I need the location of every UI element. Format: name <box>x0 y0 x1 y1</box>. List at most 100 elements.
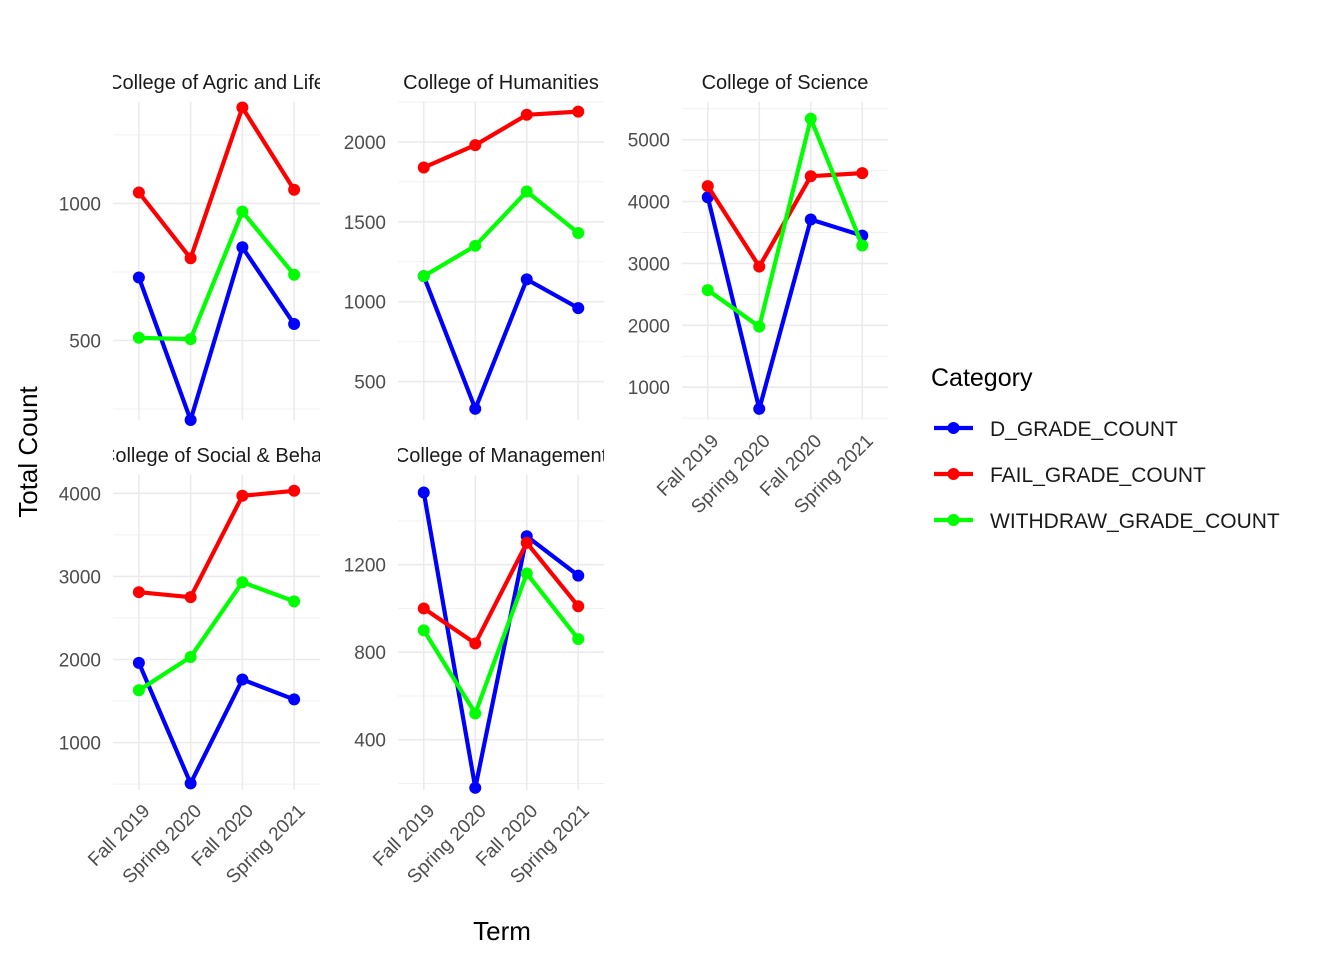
data-point <box>572 633 585 646</box>
series-line <box>706 116 865 329</box>
data-point <box>288 318 301 331</box>
data-point <box>236 673 249 686</box>
legend-label: WITHDRAW_GRADE_COUNT <box>990 510 1280 533</box>
data-point <box>572 105 585 118</box>
data-point <box>184 777 197 790</box>
y-axis-title: Total Count <box>13 385 43 517</box>
facet-panel: College of Agric and Life 500 1000 <box>59 72 325 426</box>
data-point <box>804 112 817 125</box>
data-point <box>572 302 585 315</box>
data-point <box>184 333 197 346</box>
series-line <box>422 109 579 170</box>
y-tick-label: 2000 <box>344 133 386 154</box>
data-point <box>184 414 197 426</box>
data-point <box>469 402 482 415</box>
data-point <box>469 707 482 720</box>
data-point <box>753 320 766 333</box>
data-point <box>417 270 430 283</box>
y-tick-label: 3000 <box>628 254 670 275</box>
series-line <box>138 488 295 600</box>
data-point <box>520 536 533 549</box>
data-point <box>236 241 249 254</box>
y-tick-label: 1000 <box>59 194 101 215</box>
data-point <box>132 656 145 669</box>
series-line <box>422 571 580 716</box>
data-point <box>520 185 533 198</box>
y-tick-label: 4000 <box>59 484 101 505</box>
legend-item: WITHDRAW_GRADE_COUNT <box>934 510 1280 533</box>
data-point <box>132 186 145 199</box>
series-line <box>137 580 295 693</box>
data-point <box>132 271 145 284</box>
data-point <box>804 213 817 226</box>
series-line <box>421 275 580 411</box>
data-point <box>701 284 714 297</box>
legend: Category D_GRADE_COUNT FAIL_GRADE_COUNT WI… <box>931 364 1280 533</box>
data-point <box>520 567 533 580</box>
legend-key-point <box>947 514 960 526</box>
data-point <box>469 781 482 794</box>
legend-key-point <box>947 422 960 434</box>
data-point <box>132 586 145 599</box>
y-tick-label: 3000 <box>59 567 101 588</box>
data-point <box>417 602 430 615</box>
facet-title: College of Humanities <box>403 72 599 94</box>
facet-panel: College of Science10002000300040005000Fa… <box>628 72 888 518</box>
data-point <box>184 591 197 604</box>
y-tick-label: 1500 <box>344 213 386 234</box>
data-point <box>701 180 714 193</box>
data-point <box>288 484 301 497</box>
y-tick-label: 500 <box>354 373 386 394</box>
data-point <box>856 167 869 180</box>
y-tick-label: 1200 <box>344 556 386 577</box>
y-tick-label: 400 <box>354 731 386 752</box>
data-point <box>520 108 533 121</box>
data-point <box>288 693 301 706</box>
series-line <box>705 196 863 411</box>
data-point <box>572 569 585 582</box>
y-tick-label: 1000 <box>628 378 670 399</box>
legend-label: FAIL_GRADE_COUNT <box>990 464 1206 487</box>
data-point <box>520 273 533 286</box>
y-tick-label: 1000 <box>344 293 386 314</box>
y-tick-label: 500 <box>69 332 101 353</box>
y-tick-label: 2000 <box>59 651 101 672</box>
legend-title: Category <box>931 364 1033 392</box>
legend-item: D_GRADE_COUNT <box>934 418 1178 441</box>
data-point <box>469 637 482 650</box>
y-tick-label: 4000 <box>628 193 670 214</box>
data-point <box>184 252 197 265</box>
facet-title: College of Social & Behav <box>101 445 332 467</box>
data-point <box>132 684 145 697</box>
data-point <box>184 651 197 664</box>
y-tick-label: 2000 <box>628 316 670 337</box>
facet-panel: College of Humanities 500 1000 1500 2000 <box>344 72 604 420</box>
data-point <box>288 595 301 608</box>
y-tick-label: 800 <box>354 643 386 664</box>
data-point <box>753 402 766 415</box>
data-point <box>804 170 817 183</box>
data-point <box>236 576 249 589</box>
data-point <box>417 486 430 499</box>
facet-title: College of Agric and Life <box>108 72 325 94</box>
data-point <box>469 239 482 252</box>
facet-panel: College of Social & Behav 1000 2000 3000 400… <box>59 445 332 888</box>
y-tick-label: 1000 <box>59 734 101 755</box>
data-point <box>572 600 585 613</box>
data-point <box>236 489 249 502</box>
facet-title: College of Management <box>395 445 608 467</box>
series-line <box>136 245 296 423</box>
data-point <box>417 624 430 637</box>
data-point <box>132 331 145 344</box>
series-line <box>136 661 295 786</box>
facet-panels: College of Agric and Life5001000College … <box>59 72 888 888</box>
legend-item: FAIL_GRADE_COUNT <box>934 464 1206 487</box>
data-point <box>856 239 869 252</box>
data-point <box>236 101 249 114</box>
facet-title: College of Science <box>702 72 869 94</box>
data-point <box>288 183 301 196</box>
data-point <box>236 205 249 218</box>
legend-key-point <box>947 468 960 480</box>
